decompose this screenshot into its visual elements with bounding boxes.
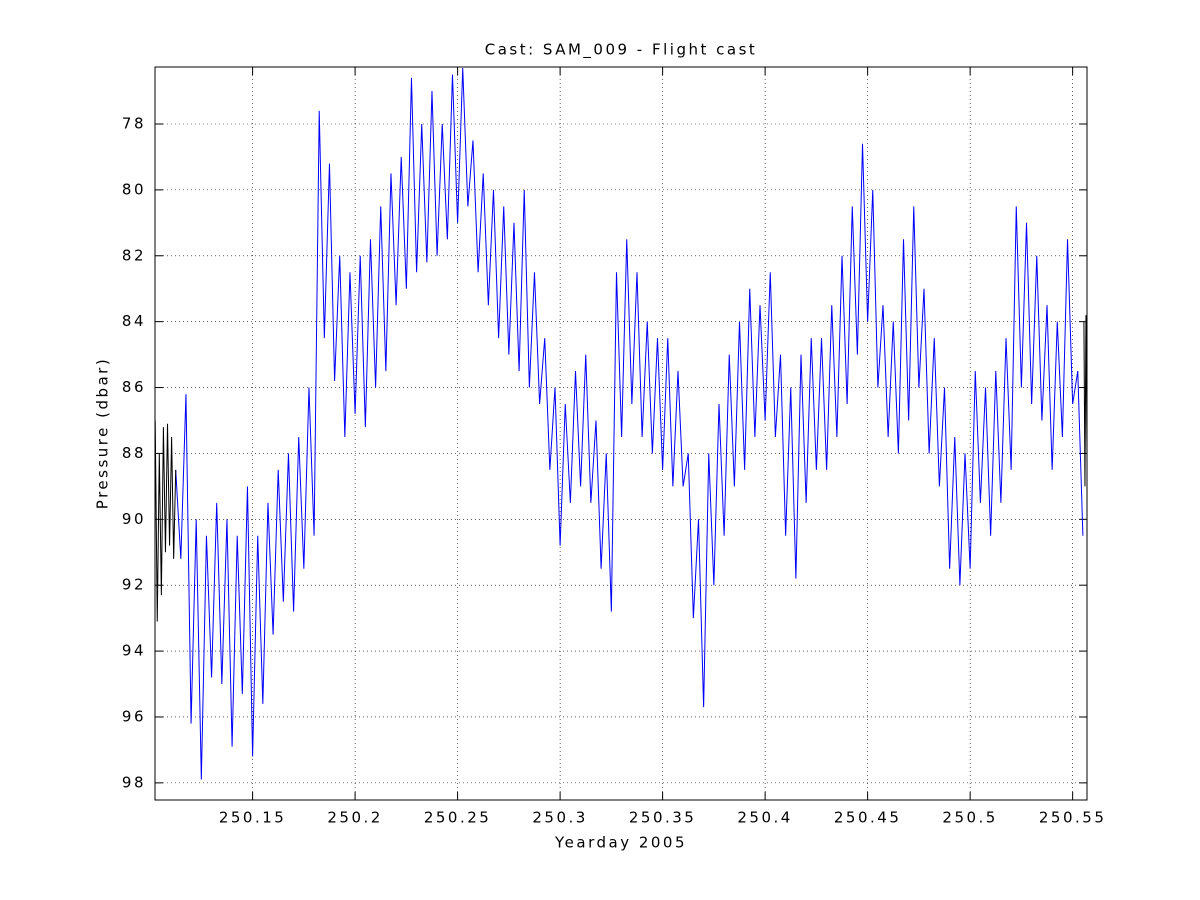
chart-title: Cast: SAM_009 - Flight cast xyxy=(485,41,758,60)
y-axis-label: Pressure (dbar) xyxy=(94,357,112,509)
x-tick-label: 250.15 xyxy=(219,809,287,827)
plot-frame xyxy=(154,66,1088,801)
x-tick-label: 250.55 xyxy=(1039,809,1107,827)
y-tick-label: 94 xyxy=(122,642,146,660)
y-tick-label: 92 xyxy=(122,576,146,594)
y-tick-label: 88 xyxy=(122,444,146,462)
data-line xyxy=(175,67,1084,780)
x-tick-label: 250.35 xyxy=(629,809,697,827)
y-tick-label: 96 xyxy=(122,707,146,725)
x-tick-label: 250.45 xyxy=(834,809,902,827)
y-tick-label: 90 xyxy=(122,510,146,528)
data-line xyxy=(155,315,1087,622)
y-tick-label: 86 xyxy=(122,378,146,396)
x-tick-label: 250.5 xyxy=(942,809,997,827)
x-axis-label: Yearday 2005 xyxy=(554,834,687,852)
y-tick-label: 80 xyxy=(122,180,146,198)
x-tick-label: 250.2 xyxy=(327,809,382,827)
x-tick-label: 250.4 xyxy=(737,809,792,827)
y-tick-label: 98 xyxy=(122,773,146,791)
y-tick-label: 84 xyxy=(122,312,146,330)
x-tick-label: 250.3 xyxy=(532,809,587,827)
y-tick-label: 82 xyxy=(122,246,146,264)
x-tick-label: 250.25 xyxy=(424,809,492,827)
y-tick-label: 78 xyxy=(122,114,146,132)
